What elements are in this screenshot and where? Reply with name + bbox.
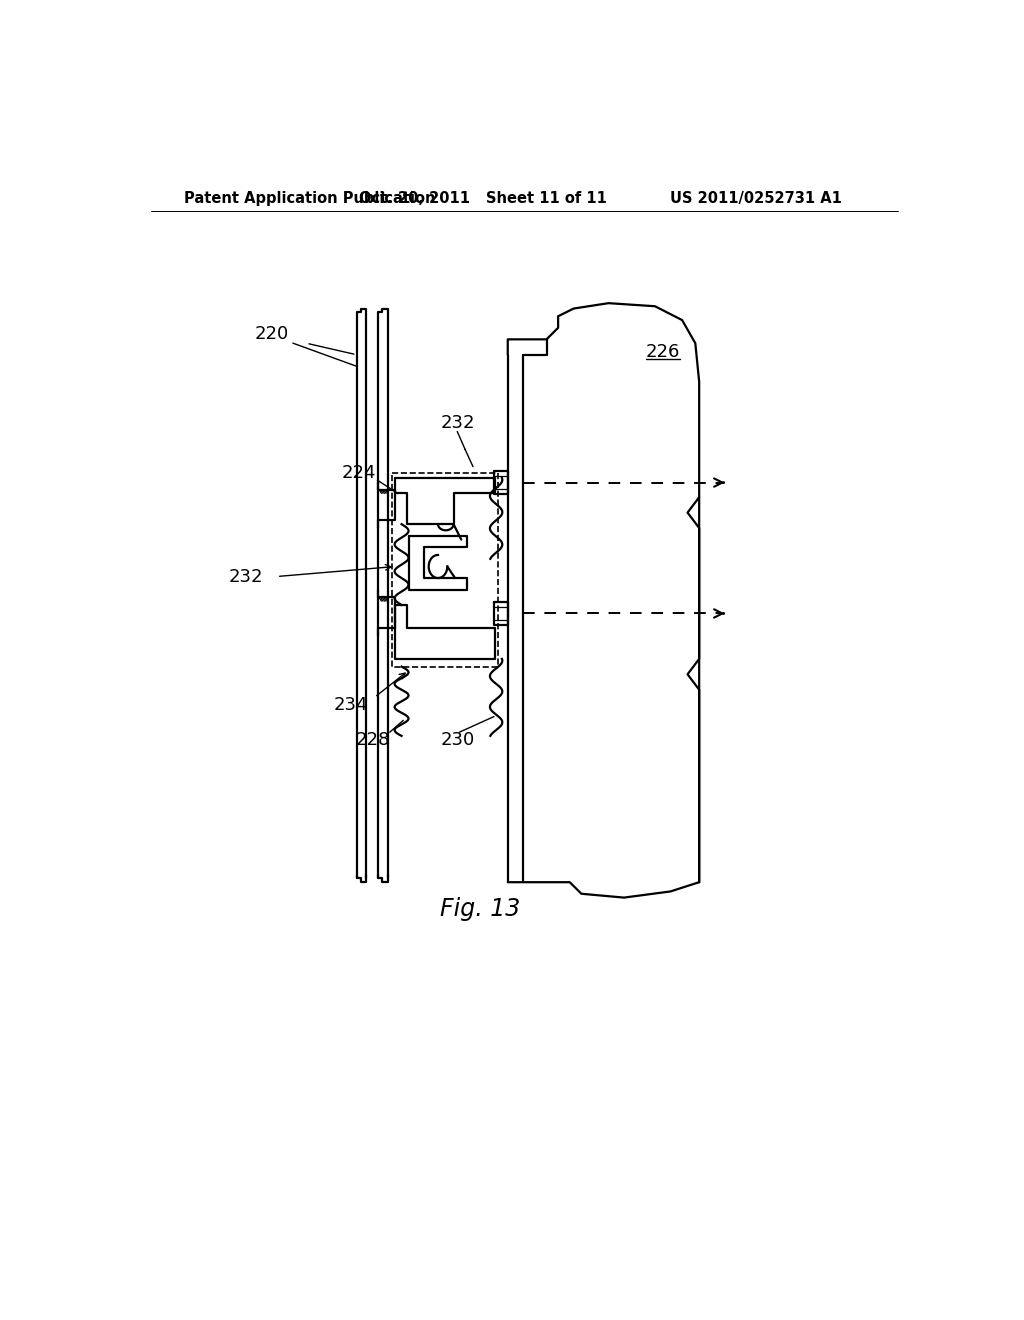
Text: Patent Application Publication: Patent Application Publication xyxy=(183,191,435,206)
Text: 224: 224 xyxy=(341,463,376,482)
Text: Oct. 20, 2011: Oct. 20, 2011 xyxy=(359,191,470,206)
Text: 232: 232 xyxy=(229,568,263,586)
Text: US 2011/0252731 A1: US 2011/0252731 A1 xyxy=(670,191,842,206)
Text: 232: 232 xyxy=(440,413,475,432)
Text: Sheet 11 of 11: Sheet 11 of 11 xyxy=(486,191,607,206)
Text: 234: 234 xyxy=(334,696,369,714)
Text: Fig. 13: Fig. 13 xyxy=(440,898,521,921)
Text: 220: 220 xyxy=(254,325,289,343)
Text: 228: 228 xyxy=(355,731,390,748)
Text: 230: 230 xyxy=(440,731,474,748)
Text: 226: 226 xyxy=(645,343,680,362)
